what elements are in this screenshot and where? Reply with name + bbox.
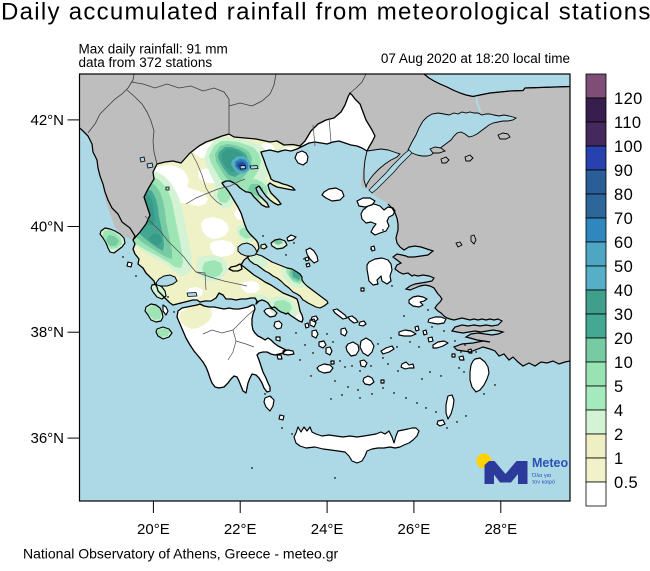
- svg-text:70: 70: [614, 210, 633, 228]
- svg-text:5: 5: [614, 378, 624, 396]
- svg-text:40°N: 40°N: [30, 219, 64, 236]
- svg-text:24°E: 24°E: [311, 521, 344, 538]
- svg-text:38°N: 38°N: [30, 324, 64, 341]
- svg-text:110: 110: [614, 114, 642, 132]
- svg-text:Όλα για: Όλα για: [531, 473, 552, 479]
- svg-text:80: 80: [614, 186, 633, 204]
- svg-text:10: 10: [614, 354, 633, 372]
- svg-text:data from 372 stations: data from 372 stations: [79, 55, 213, 70]
- svg-text:42°N: 42°N: [30, 112, 64, 129]
- svg-text:Daily accumulated rainfall fro: Daily accumulated rainfall from meteorol…: [1, 0, 650, 26]
- svg-text:28°E: 28°E: [484, 521, 517, 538]
- svg-text:60: 60: [614, 234, 633, 252]
- svg-text:40: 40: [614, 282, 633, 300]
- svg-text:Max daily rainfall: 91 mm: Max daily rainfall: 91 mm: [79, 42, 228, 57]
- svg-text:4: 4: [614, 402, 624, 420]
- svg-text:20: 20: [614, 330, 633, 348]
- svg-text:07 Aug 2020 at 18:20 local tim: 07 Aug 2020 at 18:20 local time: [381, 51, 570, 66]
- svg-text:50: 50: [614, 258, 633, 276]
- svg-text:τον καιρό: τον καιρό: [532, 479, 555, 486]
- svg-text:National Observatory of Athens: National Observatory of Athens, Greece -…: [23, 546, 338, 562]
- svg-text:20°E: 20°E: [137, 521, 170, 538]
- svg-text:100: 100: [614, 138, 643, 156]
- svg-text:0.5: 0.5: [614, 474, 638, 492]
- svg-text:90: 90: [614, 162, 633, 180]
- svg-text:120: 120: [614, 90, 643, 108]
- svg-text:2: 2: [614, 426, 624, 444]
- svg-text:22°E: 22°E: [224, 521, 257, 538]
- svg-text:36°N: 36°N: [30, 430, 64, 447]
- svg-text:Meteo: Meteo: [532, 456, 568, 470]
- svg-text:26°E: 26°E: [398, 521, 431, 538]
- svg-text:1: 1: [614, 450, 624, 468]
- svg-text:30: 30: [614, 306, 633, 324]
